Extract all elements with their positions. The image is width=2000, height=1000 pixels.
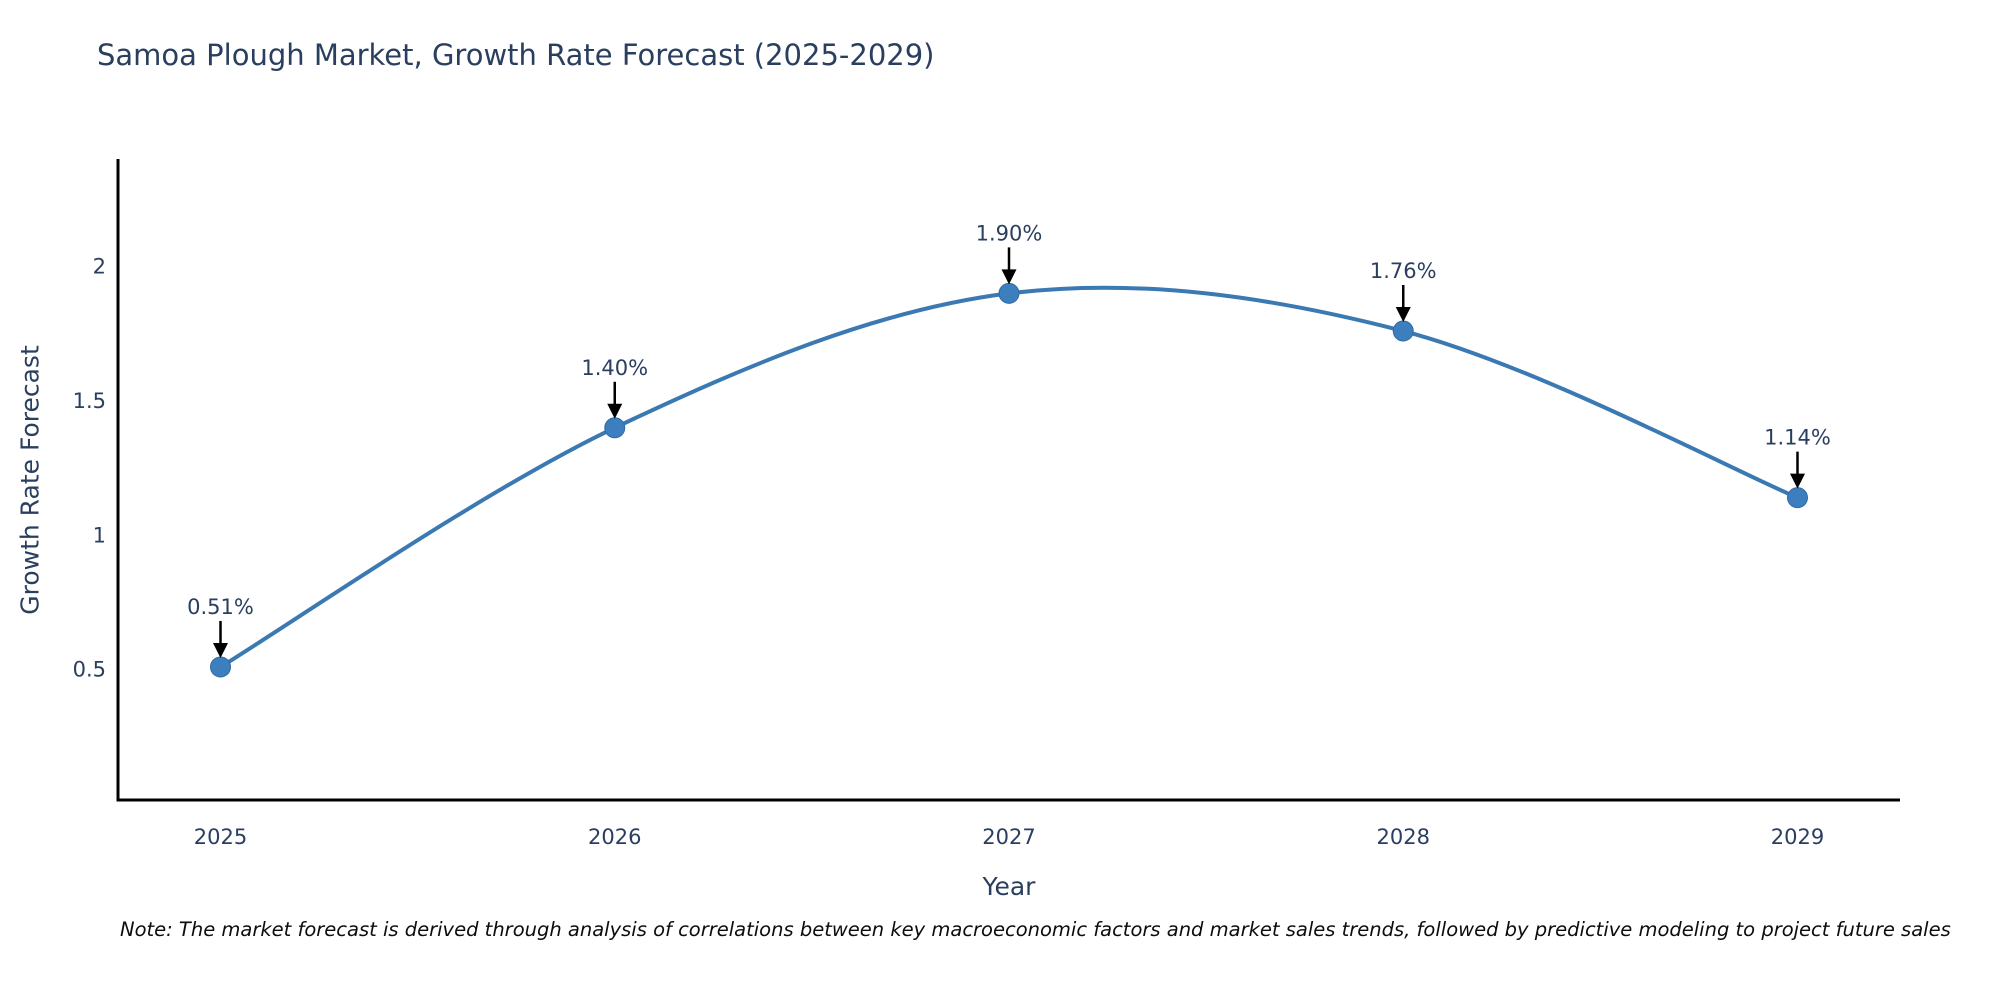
data-point-marker (1786, 487, 1808, 509)
forecast-line (219, 285, 1799, 669)
point-value-label: 1.90% (976, 221, 1043, 245)
data-point-marker (210, 656, 232, 678)
data-point-marker (1392, 320, 1414, 342)
chart-title: Samoa Plough Market, Growth Rate Forecas… (97, 38, 935, 72)
annotation-arrow-head (1789, 473, 1805, 489)
data-point-marker (604, 417, 626, 439)
x-tick-label: 2026 (588, 825, 641, 849)
x-tick-label: 2029 (1771, 825, 1824, 849)
point-value-label: 1.14% (1764, 426, 1831, 450)
x-tick-label: 2028 (1377, 825, 1430, 849)
data-point-marker (998, 282, 1020, 304)
x-tick-label: 2027 (982, 825, 1035, 849)
annotation-arrow-head (607, 403, 623, 419)
x-tick-label: 2025 (194, 825, 247, 849)
x-axis-title: Year (982, 872, 1036, 901)
point-value-label: 0.51% (187, 595, 254, 619)
y-tick-label: 1.5 (73, 389, 106, 413)
y-tick-label: 1 (93, 523, 106, 547)
point-value-label: 1.40% (581, 356, 648, 380)
footnote: Note: The market forecast is derived thr… (120, 918, 1951, 941)
point-value-label: 1.76% (1370, 259, 1437, 283)
y-tick-label: 2 (93, 255, 106, 279)
annotation-arrow-head (213, 642, 229, 658)
annotation-arrow-head (1395, 307, 1411, 323)
y-tick-label: 0.5 (73, 658, 106, 682)
annotation-arrow-head (1001, 269, 1017, 285)
